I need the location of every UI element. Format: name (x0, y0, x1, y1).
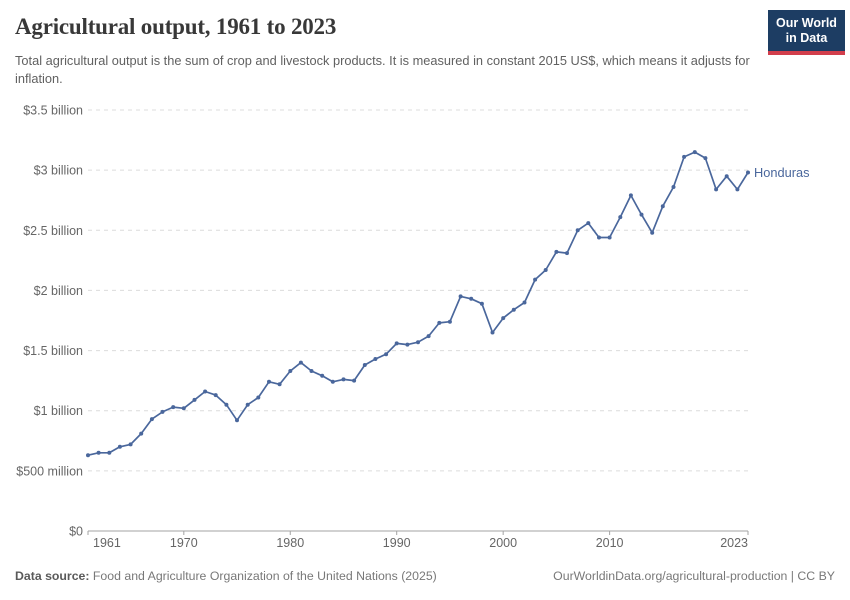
data-point (735, 187, 740, 192)
series-end-label: Honduras (754, 164, 810, 180)
data-point (543, 268, 548, 272)
data-point (511, 307, 516, 312)
data-point (714, 187, 719, 192)
x-axis-tick-label: 1990 (383, 536, 411, 550)
data-point (639, 212, 644, 217)
data-point (192, 397, 197, 402)
data-point (618, 215, 623, 220)
data-point (746, 170, 750, 175)
data-point (628, 193, 633, 198)
data-point (597, 235, 601, 240)
y-axis-tick-label: $1 billion (34, 404, 83, 418)
attribution-link: OurWorldinData.org/agricultural-producti… (553, 569, 835, 583)
data-point (724, 174, 729, 179)
data-point (256, 395, 261, 400)
data-point (607, 235, 612, 240)
page-title: Agricultural output, 1961 to 2023 (15, 14, 337, 39)
data-point (501, 316, 506, 321)
data-point (203, 389, 208, 394)
data-point (86, 453, 90, 458)
y-axis-tick-label: $0 (69, 525, 83, 539)
data-point (533, 277, 538, 282)
y-axis-tick-label: $2 billion (34, 284, 83, 298)
data-point (650, 230, 655, 235)
x-axis-tick-label: 2000 (489, 536, 517, 550)
data-point (373, 357, 378, 361)
data-point (128, 442, 133, 447)
data-point (224, 402, 229, 407)
x-axis-tick-label: 1980 (276, 536, 304, 550)
data-point (405, 342, 410, 347)
data-point (469, 296, 474, 301)
data-point (586, 221, 591, 226)
y-axis-tick-label: $3.5 billion (23, 104, 83, 118)
data-point (703, 156, 708, 161)
data-point (447, 319, 452, 324)
data-point (341, 377, 346, 382)
y-axis-tick-label: $2.5 billion (23, 224, 83, 238)
data-point (309, 369, 314, 373)
data-point (692, 150, 697, 155)
data-point (267, 379, 271, 384)
data-point (160, 409, 165, 414)
y-axis-tick-label: $3 billion (34, 164, 83, 178)
data-point (320, 373, 325, 378)
x-axis-tick-label: 1970 (170, 536, 198, 550)
data-point (277, 382, 282, 387)
x-axis-tick-label: 2023 (720, 536, 748, 550)
data-point (671, 185, 676, 189)
y-axis-tick-label: $500 million (16, 464, 83, 478)
data-point (139, 431, 144, 436)
chart-subtitle: Total agricultural output is the sum of … (15, 53, 750, 87)
data-line (87, 151, 749, 457)
owid-logo: Our World in Data (768, 10, 845, 55)
x-axis-tick-label: 1961 (93, 536, 121, 550)
data-point (330, 379, 335, 384)
data-point (575, 228, 580, 233)
data-point (149, 417, 154, 422)
y-axis-tick-label: $1.5 billion (23, 344, 83, 358)
data-point (171, 405, 176, 410)
data-point (394, 341, 399, 346)
data-point (288, 369, 293, 373)
data-source: Data source: Food and Agriculture Organi… (15, 569, 437, 583)
data-point (213, 393, 218, 398)
data-point (490, 330, 495, 335)
data-point (554, 249, 559, 254)
data-point (565, 251, 569, 256)
data-point (522, 300, 527, 305)
data-point (362, 363, 367, 367)
data-point (96, 450, 101, 455)
data-point (682, 154, 687, 159)
data-point (458, 294, 463, 299)
data-point (107, 450, 112, 455)
data-point (235, 418, 239, 423)
data-point (181, 406, 186, 411)
owid-logo-line2: in Data (785, 31, 828, 45)
data-point (352, 378, 357, 383)
data-point (660, 204, 665, 209)
x-axis-tick-label: 2010 (596, 536, 624, 550)
data-point (298, 360, 303, 365)
data-point (426, 334, 431, 339)
data-point (479, 301, 484, 306)
data-point (416, 340, 420, 345)
data-source-label: Data source: (15, 569, 90, 583)
owid-logo-line1: Our World (776, 16, 837, 30)
data-point (245, 402, 250, 407)
data-point (437, 320, 442, 325)
chart-footer: Data source: Food and Agriculture Organi… (15, 569, 835, 583)
data-point (117, 444, 122, 449)
data-source-text: Food and Agriculture Organization of the… (92, 569, 437, 583)
data-point (384, 352, 389, 357)
